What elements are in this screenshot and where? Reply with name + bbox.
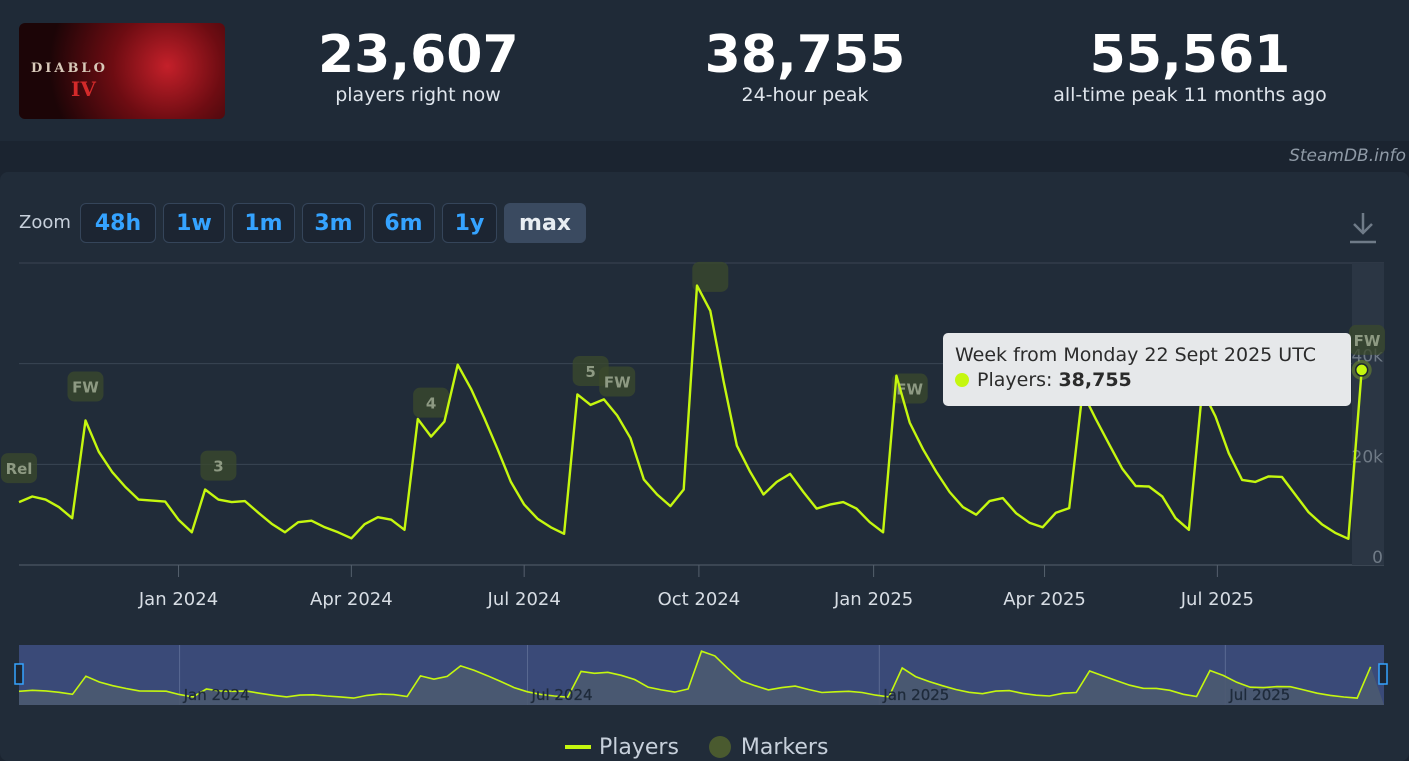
marker-badge [1,453,37,484]
navigator-left-handle[interactable] [14,663,24,685]
navigator-tick-label: Jul 2024 [531,686,593,704]
marker [692,261,729,292]
logo-numeral: IV [71,77,96,101]
navigator-area [19,651,1384,705]
x-tick-label: Oct 2024 [658,589,741,610]
navigator-line [18,650,1372,699]
zoom-3m-button[interactable]: 3m [302,203,365,243]
marker-label: FW [1354,332,1381,350]
tooltip-series-label: Players: [977,369,1053,391]
marker: FW [599,366,636,397]
marker-label: FW [896,381,923,399]
legend-players-label[interactable]: Players [599,734,679,760]
download-icon[interactable] [1349,211,1377,245]
stat-all-time-peak-value: 55,561 [1089,25,1291,85]
stat-24h-peak-value: 38,755 [704,25,906,85]
navigator-tick-label: Jan 2024 [183,686,250,704]
tooltip: Week from Monday 22 Sept 2025 UTC Player… [943,333,1351,406]
zoom-6m-button[interactable]: 6m [372,203,435,243]
x-tick-label: Jul 2024 [487,589,561,610]
stat-current: 23,607 players right now [318,25,519,106]
zoom-1m-button[interactable]: 1m [232,203,295,243]
x-tick-label: Apr 2025 [1003,589,1086,610]
stat-all-time-peak-label: all-time peak 11 months ago [1053,84,1327,106]
zoom-48h-button[interactable]: 48h [80,203,156,243]
navigator-right-handle[interactable] [1378,663,1388,685]
game-logo[interactable]: DIABLO IV [19,23,225,119]
tooltip-series-dot [955,373,969,387]
stat-24h-peak-label: 24-hour peak [741,84,869,106]
legend-markers-swatch [708,736,731,758]
series-players-line [18,284,1363,540]
marker: FW [67,371,104,402]
zoom-1w-button[interactable]: 1w [163,203,225,243]
x-tick-label: Jan 2024 [138,589,218,610]
stats-header: DIABLO IV 23,607 players right now 38,75… [0,0,1409,141]
marker-label: 3 [213,458,223,476]
marker: FW [1349,324,1385,355]
y-tick-label: 20k [1352,447,1384,467]
hover-band [1352,263,1384,565]
x-tick-label: Jul 2025 [1180,589,1254,610]
zoom-max-button[interactable]: max [504,203,586,243]
marker-badge [67,371,104,402]
tooltip-row: Players: 38,755 [955,367,1339,393]
y-tick-label: 0 [1372,548,1383,568]
legend: Players Markers [565,733,828,761]
marker: 4 [413,387,450,418]
stat-current-label: players right now [335,84,501,106]
brand-link[interactable]: SteamDB.info [1289,146,1406,166]
x-tick-label: Jan 2025 [833,589,913,610]
marker-badge [692,261,729,292]
tooltip-title: Week from Monday 22 Sept 2025 UTC [955,344,1316,366]
legend-players-swatch [565,745,591,749]
hover-point [1354,363,1369,377]
marker-label: 5 [585,363,595,381]
marker-label: FW [72,379,99,397]
navigator[interactable]: Jan 2024 Jul 2024 Jan 2025 Jul 2025 [14,645,1388,705]
tooltip-value: 38,755 [1058,369,1132,391]
marker: 3 [200,450,237,481]
navigator-tick-label: Jul 2025 [1228,686,1290,704]
marker-label: 4 [426,395,436,413]
marker-label: Rel [6,460,33,478]
zoom-1y-button[interactable]: 1y [442,203,497,243]
stat-current-value: 23,607 [318,25,519,85]
marker: Rel [1,453,37,484]
stat-24h-peak: 38,755 24-hour peak [690,26,920,106]
marker-badge [1349,324,1385,355]
stat-all-time-peak: 55,561 all-time peak 11 months ago [1040,26,1340,106]
logo-text: DIABLO [31,61,108,76]
zoom-label: Zoom [19,212,71,233]
legend-markers-label[interactable]: Markers [740,734,829,760]
marker-label: FW [604,374,631,392]
marker-badge [413,387,450,418]
navigator-tick-label: Jan 2025 [882,686,949,704]
marker-badge [891,373,928,404]
marker-badge [599,366,636,397]
marker-badge [200,450,237,481]
x-tick-label: Apr 2024 [310,589,393,610]
marker: FW [891,373,928,404]
